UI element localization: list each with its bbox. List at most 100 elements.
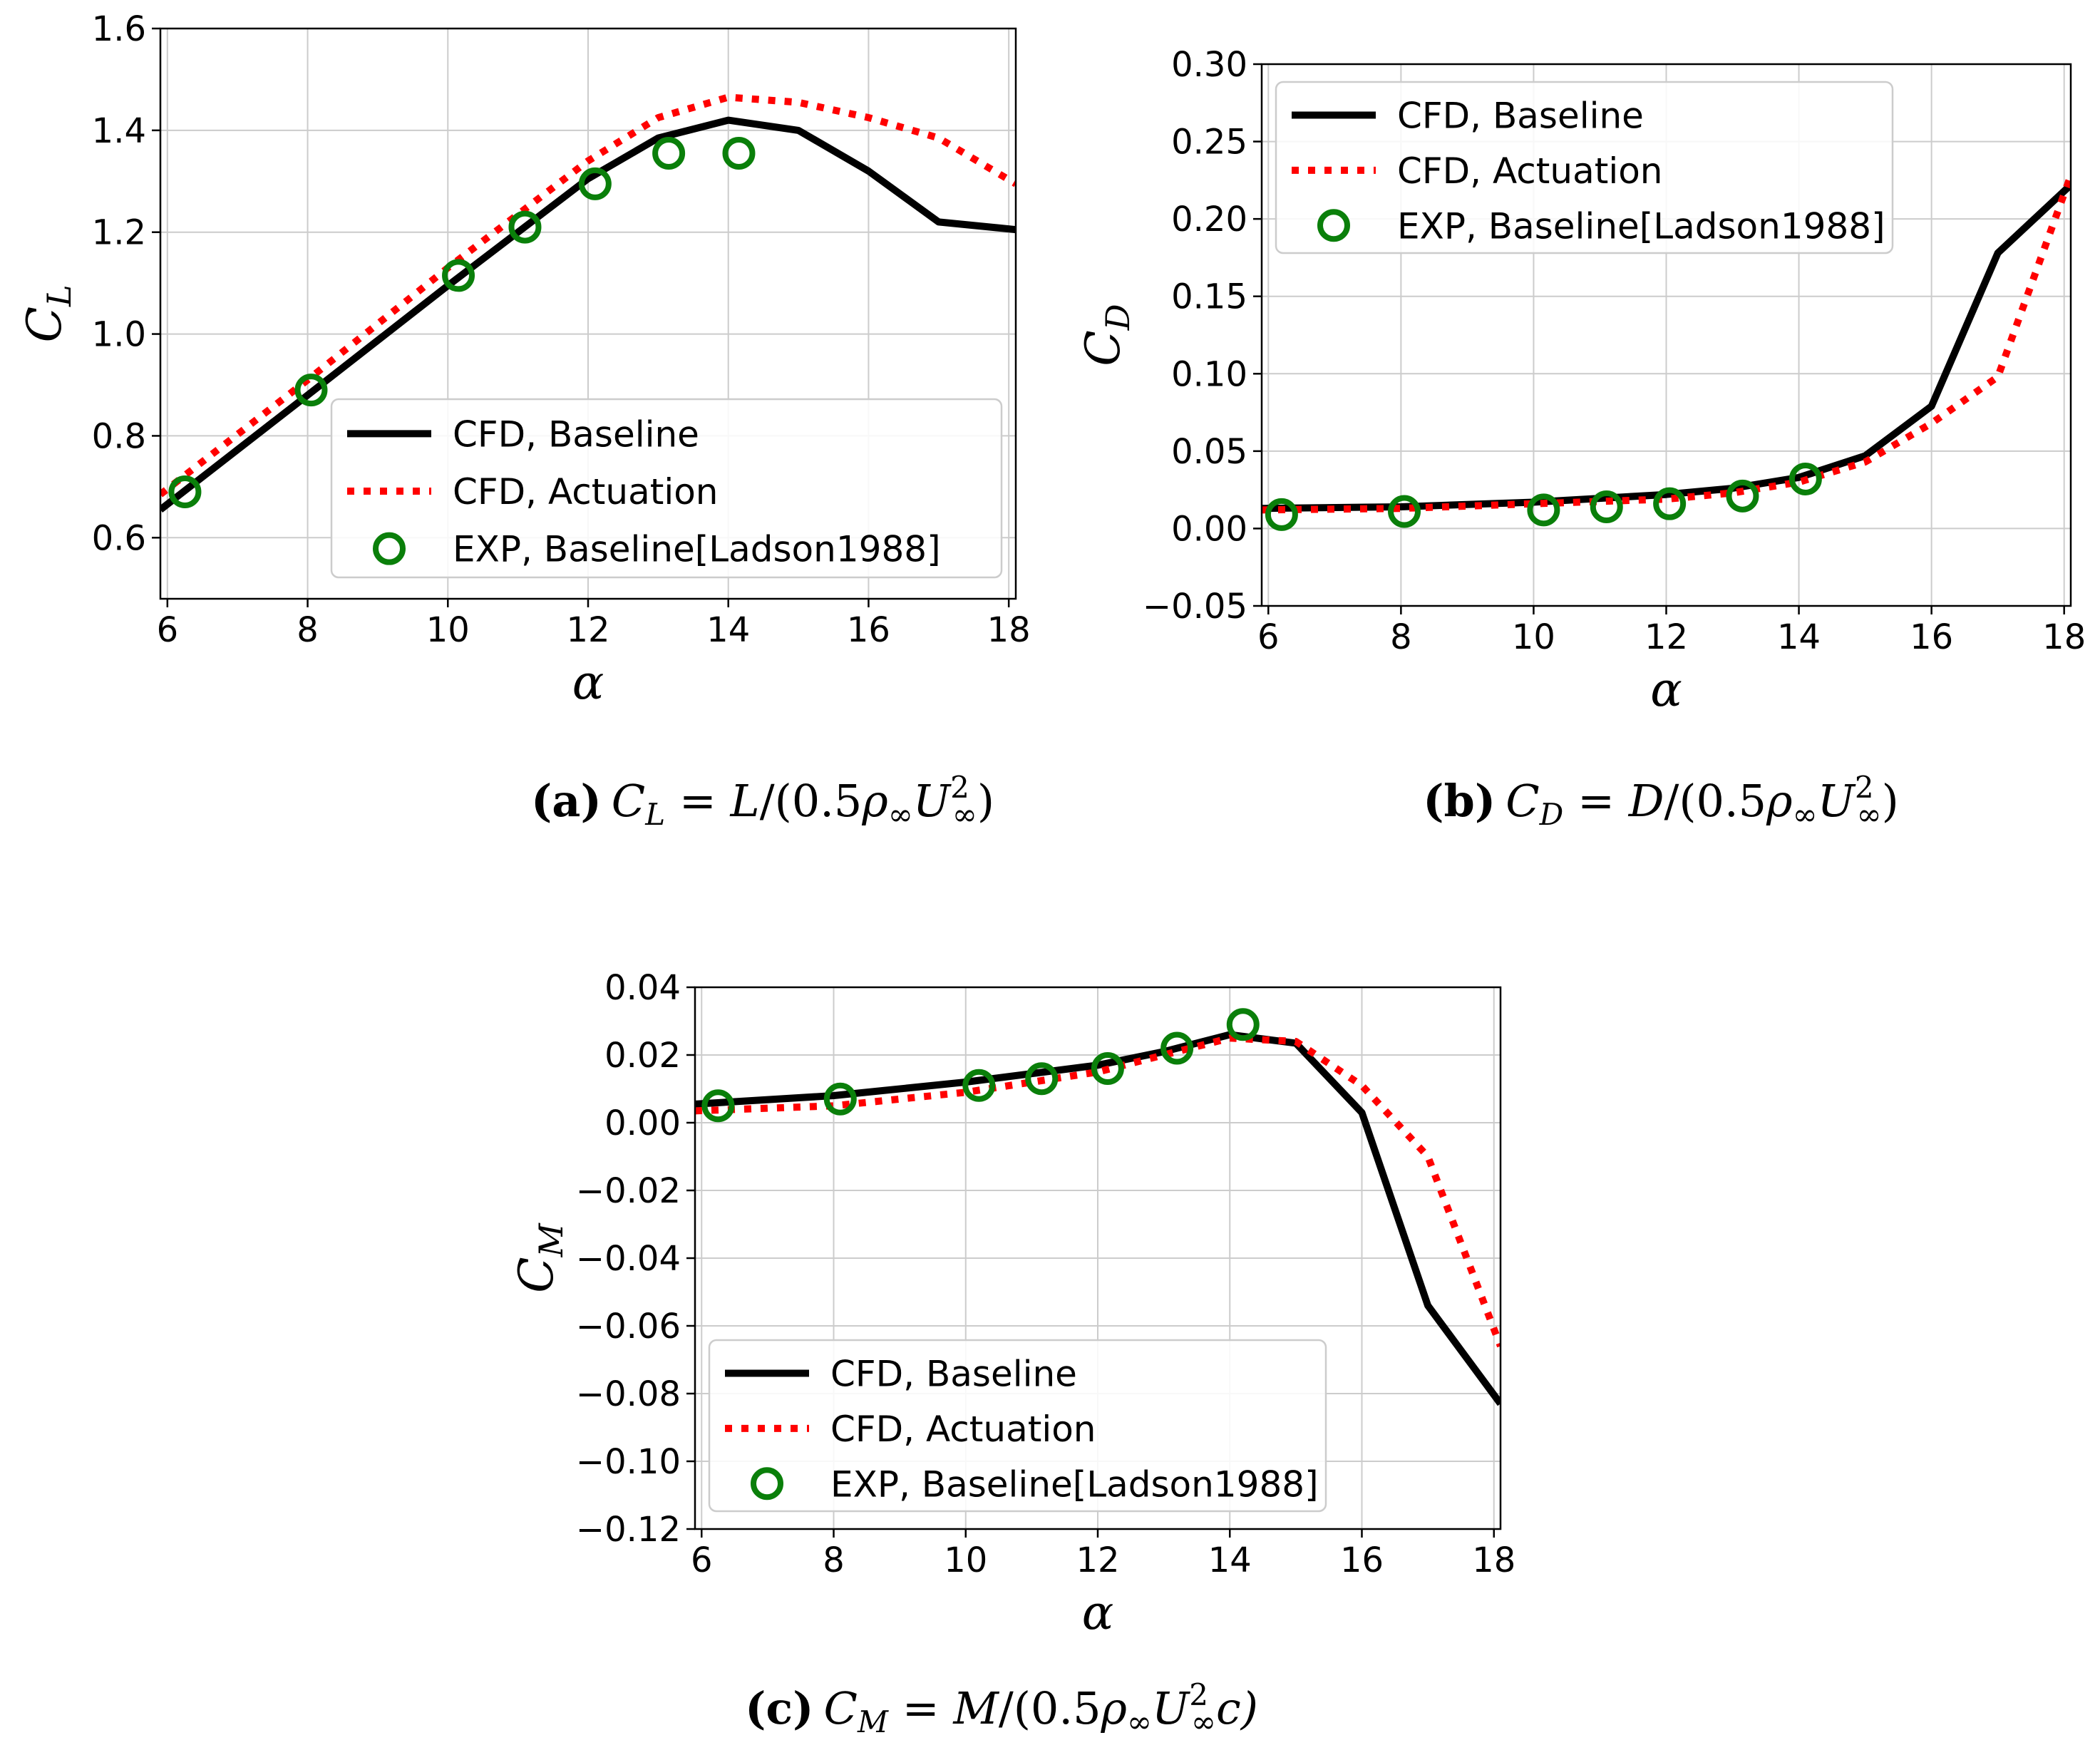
data-point-exp [1726, 479, 1759, 513]
series-layer [160, 93, 1016, 513]
y-axis-label-sub: L [40, 284, 78, 307]
tick-layer: 6 8 10 12 14 16 18 −0.05 0.00 0.05 0.10 0.15 0.20 0.2… [1143, 45, 2086, 657]
series-layer [695, 1008, 1501, 1406]
y-tick-label: 0.25 [1171, 123, 1247, 163]
x-axis-label: α [1650, 662, 1682, 717]
caption-eq: = [888, 1682, 953, 1734]
y-tick-label: 1.2 [92, 213, 146, 253]
y-tick-label: −0.04 [576, 1239, 681, 1279]
y-tick-label: −0.05 [1143, 587, 1247, 627]
data-point-exp [1653, 487, 1687, 520]
legend-label: CFD, Actuation [830, 1409, 1096, 1450]
caption-eq: = [1563, 775, 1628, 827]
y-tick-label: 0.00 [604, 1103, 681, 1143]
data-point-exp [722, 137, 756, 170]
y-tick-label: 0.00 [1171, 509, 1247, 549]
caption-a: (a) CL = L/(0.5ρ∞U2 ∞) [531, 770, 994, 832]
legend: CFD, Baseline CFD, Actuation EXP, Baseline… [330, 398, 1003, 579]
x-tick-label: 16 [847, 610, 890, 650]
caption-rho: ρ [1101, 1682, 1127, 1734]
legend-handle-exp [373, 532, 406, 565]
caption-square: 2 [1189, 1677, 1208, 1712]
data-point-exp [1527, 493, 1560, 527]
data-point-exp [508, 210, 542, 244]
x-tick-label: 14 [706, 610, 750, 650]
data-point-exp [1091, 1052, 1124, 1085]
y-tick-label: −0.02 [576, 1171, 681, 1211]
y-tick-label: 0.10 [1171, 354, 1247, 394]
x-tick-label: 10 [944, 1540, 987, 1580]
legend: CFD, Baseline CFD, Actuation EXP, Baseline… [1275, 81, 1894, 254]
y-tick-label: 0.20 [1171, 200, 1247, 240]
data-point-exp [1226, 1008, 1260, 1041]
y-axis-label: CM [509, 1222, 570, 1293]
caption-numerator: D [1628, 775, 1664, 827]
x-tick-label: 18 [1472, 1540, 1515, 1580]
data-point-exp [1388, 495, 1421, 528]
x-tick-label: 6 [157, 610, 179, 650]
y-tick-label: 0.8 [92, 416, 146, 456]
legend-box [1275, 81, 1894, 254]
caption-lhs: C [612, 775, 645, 827]
caption-eq: = [665, 775, 730, 827]
data-point-exp [823, 1082, 857, 1116]
y-tick-label: −0.08 [576, 1374, 681, 1414]
x-tick-label: 14 [1777, 617, 1821, 657]
legend-handle-exp [751, 1467, 783, 1501]
series-line-actuation [1262, 174, 2071, 514]
y-axis-label-main: C [17, 307, 72, 343]
caption-close: ) [977, 775, 994, 827]
legend: CFD, Baseline CFD, Actuation EXP, Baseline… [708, 1339, 1327, 1513]
data-point-exp [652, 137, 686, 170]
caption-inf: ∞ [1127, 1704, 1152, 1739]
caption-lhs-sub: L [644, 797, 665, 832]
series-line-baseline [1262, 182, 2071, 513]
caption-close: c) [1216, 1682, 1258, 1734]
y-axis-label-sub: M [532, 1222, 570, 1257]
x-axis-label: α [572, 655, 604, 710]
x-tick-label: 12 [1645, 617, 1688, 657]
caption-close: ) [1882, 775, 1899, 827]
x-tick-label: 6 [1257, 617, 1280, 657]
data-point-exp [1025, 1062, 1059, 1096]
tick-layer: 6 8 10 12 14 16 18 −0.12 −0.10 −0.08 −0.06 −0.04 −0.… [576, 968, 1515, 1580]
x-tick-label: 16 [1910, 617, 1953, 657]
x-tick-label: 18 [987, 610, 1031, 650]
caption-denominator-open: /(0.5 [1664, 775, 1766, 827]
data-point-exp [294, 374, 328, 407]
caption-lhs-sub: M [857, 1704, 889, 1739]
caption-c: (c) CM = M/(0.5ρ∞U2 ∞c) [745, 1677, 1258, 1739]
caption-inf: ∞ [952, 797, 977, 832]
legend-label: EXP, Baseline[Ladson1988] [1397, 205, 1885, 247]
caption-lhs-sub: D [1539, 797, 1564, 832]
y-axis-label: CD [1076, 304, 1137, 366]
data-point-exp [1590, 490, 1623, 524]
y-tick-label: 0.15 [1171, 277, 1247, 317]
series-line-baseline [695, 1031, 1501, 1406]
x-tick-label: 10 [1512, 617, 1555, 657]
y-axis-label-sub: D [1098, 304, 1137, 331]
series-line-actuation [160, 93, 1016, 498]
data-point-exp [442, 259, 475, 292]
tick-layer: 6 8 10 12 14 16 18 0.6 0.8 1.0 1.2 1.4 1.6 [92, 9, 1031, 650]
y-tick-label: 0.6 [92, 518, 146, 558]
caption-letter: (c) [745, 1682, 813, 1734]
chart-cm: 6 8 10 12 14 16 18 −0.12 −0.10 −0.08 −0.06 −0.04 −0.… [509, 968, 1515, 1640]
data-point-exp [962, 1069, 996, 1102]
legend-box [708, 1339, 1327, 1513]
legend-label: CFD, Baseline [453, 413, 699, 455]
y-tick-label: 0.04 [604, 968, 681, 1008]
y-axis-label-main: C [1076, 330, 1131, 366]
legend-label: EXP, Baseline[Ladson1988] [453, 529, 941, 570]
caption-u: U [913, 775, 952, 827]
caption-numerator: M [952, 1682, 999, 1734]
y-tick-label: 1.4 [92, 111, 146, 151]
caption-numerator: L [730, 775, 760, 827]
caption-inf: ∞ [1857, 797, 1882, 832]
caption-lhs: C [1505, 775, 1539, 827]
y-tick-label: 1.0 [92, 315, 146, 355]
legend-label: CFD, Baseline [1397, 95, 1644, 136]
data-point-exp [1265, 498, 1298, 531]
data-point-exp [1788, 462, 1822, 495]
